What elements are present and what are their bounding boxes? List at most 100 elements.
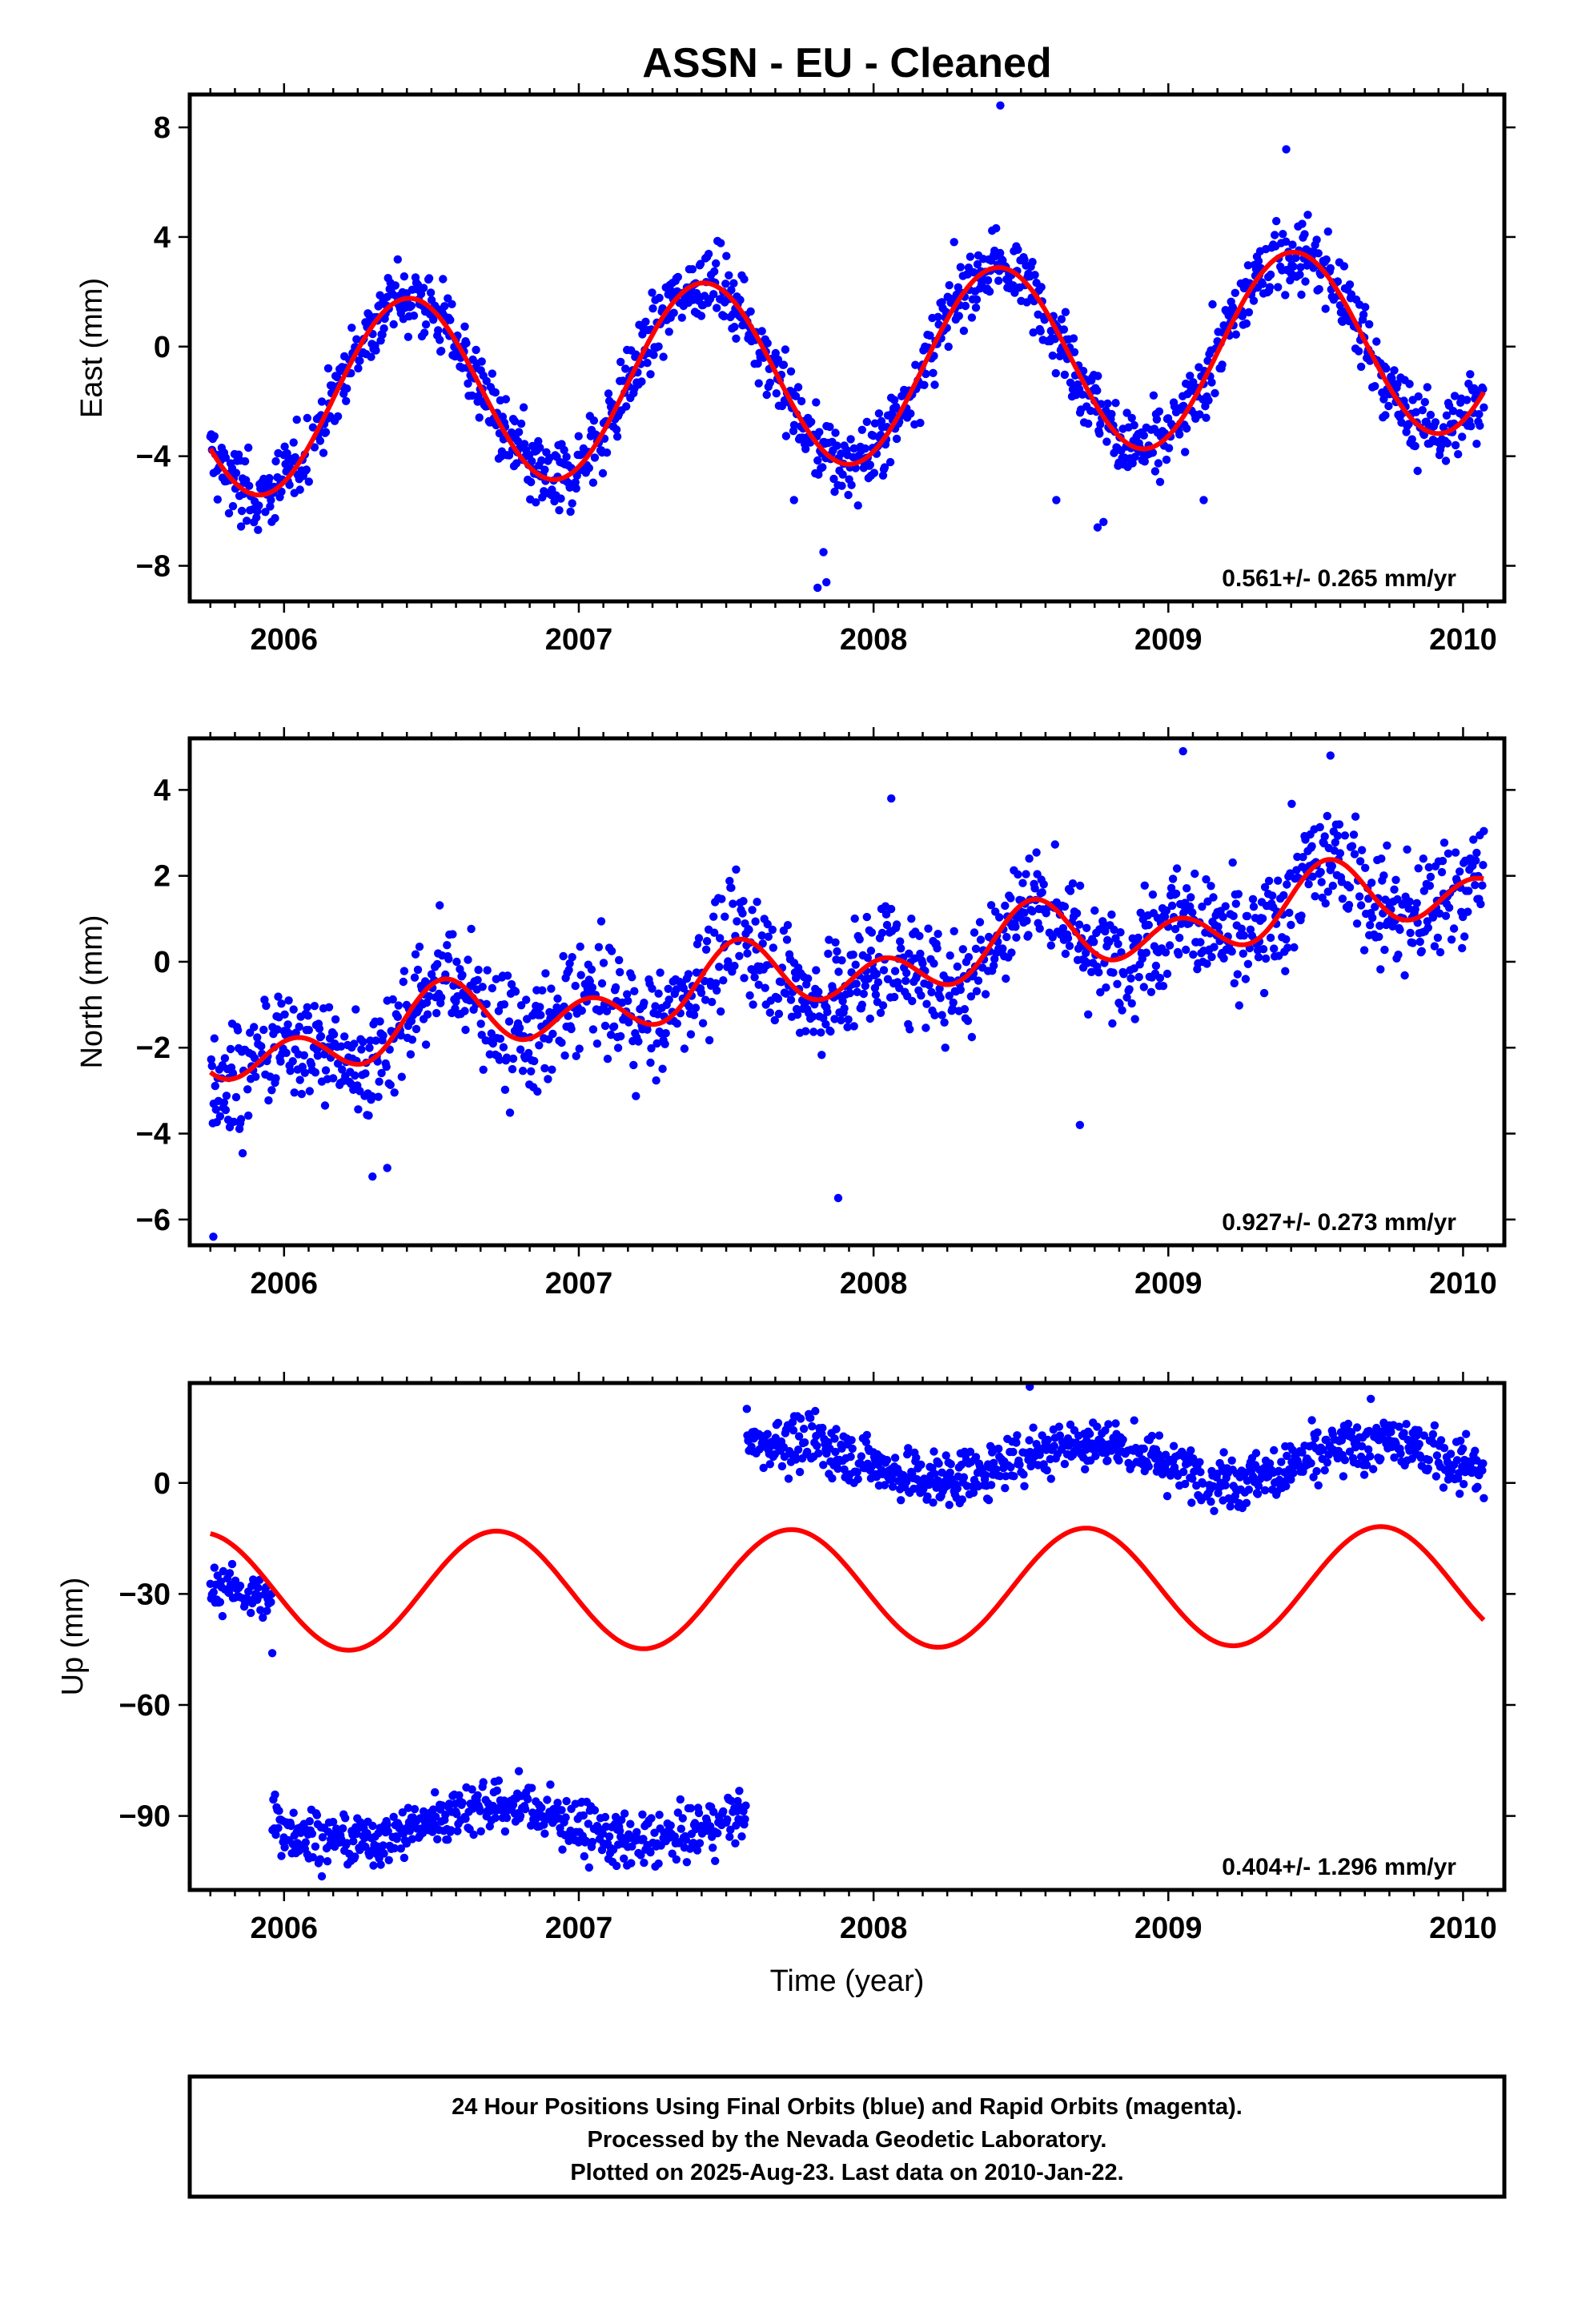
data-point bbox=[813, 1441, 821, 1450]
data-point bbox=[1042, 1466, 1051, 1475]
data-point bbox=[1381, 411, 1390, 420]
data-point bbox=[904, 1444, 913, 1453]
data-point bbox=[1140, 457, 1150, 466]
data-point bbox=[1134, 933, 1142, 943]
footer-line-3: Plotted on 2025-Aug-23. Last data on 201… bbox=[570, 2160, 1123, 2185]
data-point bbox=[1443, 849, 1453, 858]
data-point bbox=[686, 1030, 696, 1039]
data-point bbox=[1068, 879, 1078, 888]
data-point bbox=[1134, 972, 1143, 982]
data-point bbox=[567, 1024, 576, 1034]
data-point bbox=[1228, 858, 1237, 867]
data-point bbox=[1002, 932, 1011, 942]
data-point bbox=[323, 364, 333, 373]
data-point bbox=[250, 1023, 259, 1031]
data-point bbox=[833, 441, 841, 450]
data-point bbox=[389, 1812, 398, 1821]
data-point bbox=[243, 517, 251, 525]
data-point bbox=[444, 955, 453, 963]
data-point bbox=[1060, 1459, 1070, 1469]
data-point bbox=[774, 1009, 784, 1019]
data-point bbox=[911, 360, 920, 369]
north-panel: 2006 2007 2008 2009 2010 −6 −4 −2 0 2 4 North (mm) 0… bbox=[75, 727, 1516, 1301]
data-point bbox=[1415, 1440, 1423, 1449]
data-point bbox=[889, 992, 899, 1002]
data-point bbox=[1251, 1449, 1261, 1458]
data-point bbox=[851, 960, 860, 969]
data-point bbox=[207, 1061, 216, 1071]
data-point bbox=[354, 364, 363, 373]
data-point bbox=[312, 1811, 322, 1819]
data-point bbox=[536, 1011, 545, 1019]
data-point bbox=[238, 1148, 247, 1158]
data-point bbox=[1298, 219, 1307, 228]
data-point bbox=[1476, 899, 1485, 909]
data-point bbox=[1167, 901, 1177, 911]
data-point bbox=[1418, 406, 1427, 415]
data-point bbox=[436, 336, 444, 344]
data-point bbox=[476, 1807, 484, 1815]
data-point bbox=[740, 275, 749, 283]
data-point bbox=[901, 976, 910, 986]
data-point bbox=[622, 402, 631, 411]
data-point bbox=[689, 1011, 699, 1019]
data-point bbox=[1219, 1448, 1228, 1457]
data-point bbox=[543, 1795, 552, 1804]
data-point bbox=[508, 1054, 518, 1063]
data-point bbox=[482, 376, 491, 385]
data-point bbox=[1471, 1446, 1480, 1455]
data-point bbox=[1010, 1472, 1018, 1481]
data-point bbox=[329, 1030, 339, 1039]
data-point bbox=[862, 417, 872, 426]
data-point bbox=[621, 364, 630, 373]
data-point bbox=[1339, 1472, 1348, 1481]
data-point bbox=[587, 965, 596, 974]
data-point bbox=[1454, 450, 1463, 459]
data-point bbox=[721, 279, 730, 288]
data-point bbox=[1209, 893, 1218, 902]
data-point bbox=[666, 1821, 675, 1830]
data-point bbox=[1022, 870, 1030, 879]
data-point bbox=[536, 443, 544, 452]
data-point bbox=[1288, 240, 1297, 249]
data-point bbox=[713, 1829, 722, 1838]
data-point bbox=[1007, 948, 1016, 957]
data-point bbox=[307, 1829, 317, 1838]
data-point bbox=[1151, 961, 1161, 971]
data-point bbox=[491, 388, 500, 397]
data-point bbox=[921, 1023, 930, 1032]
data-point bbox=[1020, 1482, 1029, 1491]
data-point bbox=[225, 1569, 235, 1578]
data-point bbox=[1359, 1470, 1369, 1479]
data-point bbox=[374, 1092, 383, 1101]
data-point bbox=[503, 971, 512, 980]
data-point bbox=[1241, 975, 1251, 983]
data-point bbox=[637, 377, 646, 386]
data-point bbox=[1433, 933, 1443, 943]
data-point bbox=[1075, 1120, 1085, 1129]
data-point bbox=[419, 283, 428, 292]
data-point bbox=[421, 1040, 431, 1049]
x-tick-label: 2006 bbox=[251, 1912, 319, 1945]
data-point bbox=[958, 945, 968, 954]
data-point bbox=[317, 1872, 327, 1881]
data-point bbox=[992, 223, 1001, 233]
data-point bbox=[527, 477, 536, 487]
data-point bbox=[400, 272, 409, 281]
data-point bbox=[654, 989, 663, 998]
data-point bbox=[576, 942, 584, 951]
data-point bbox=[887, 794, 896, 803]
data-point bbox=[720, 312, 729, 321]
data-point bbox=[1149, 391, 1158, 400]
data-point bbox=[475, 413, 484, 422]
data-point bbox=[1475, 410, 1484, 419]
data-point bbox=[640, 999, 648, 1007]
data-point bbox=[1237, 924, 1247, 933]
data-point bbox=[1036, 327, 1045, 336]
data-point bbox=[1018, 879, 1027, 887]
data-point bbox=[1335, 820, 1344, 829]
data-point bbox=[1287, 799, 1296, 808]
data-point bbox=[1323, 887, 1333, 896]
data-point bbox=[1419, 1431, 1429, 1440]
data-point bbox=[1435, 947, 1445, 957]
